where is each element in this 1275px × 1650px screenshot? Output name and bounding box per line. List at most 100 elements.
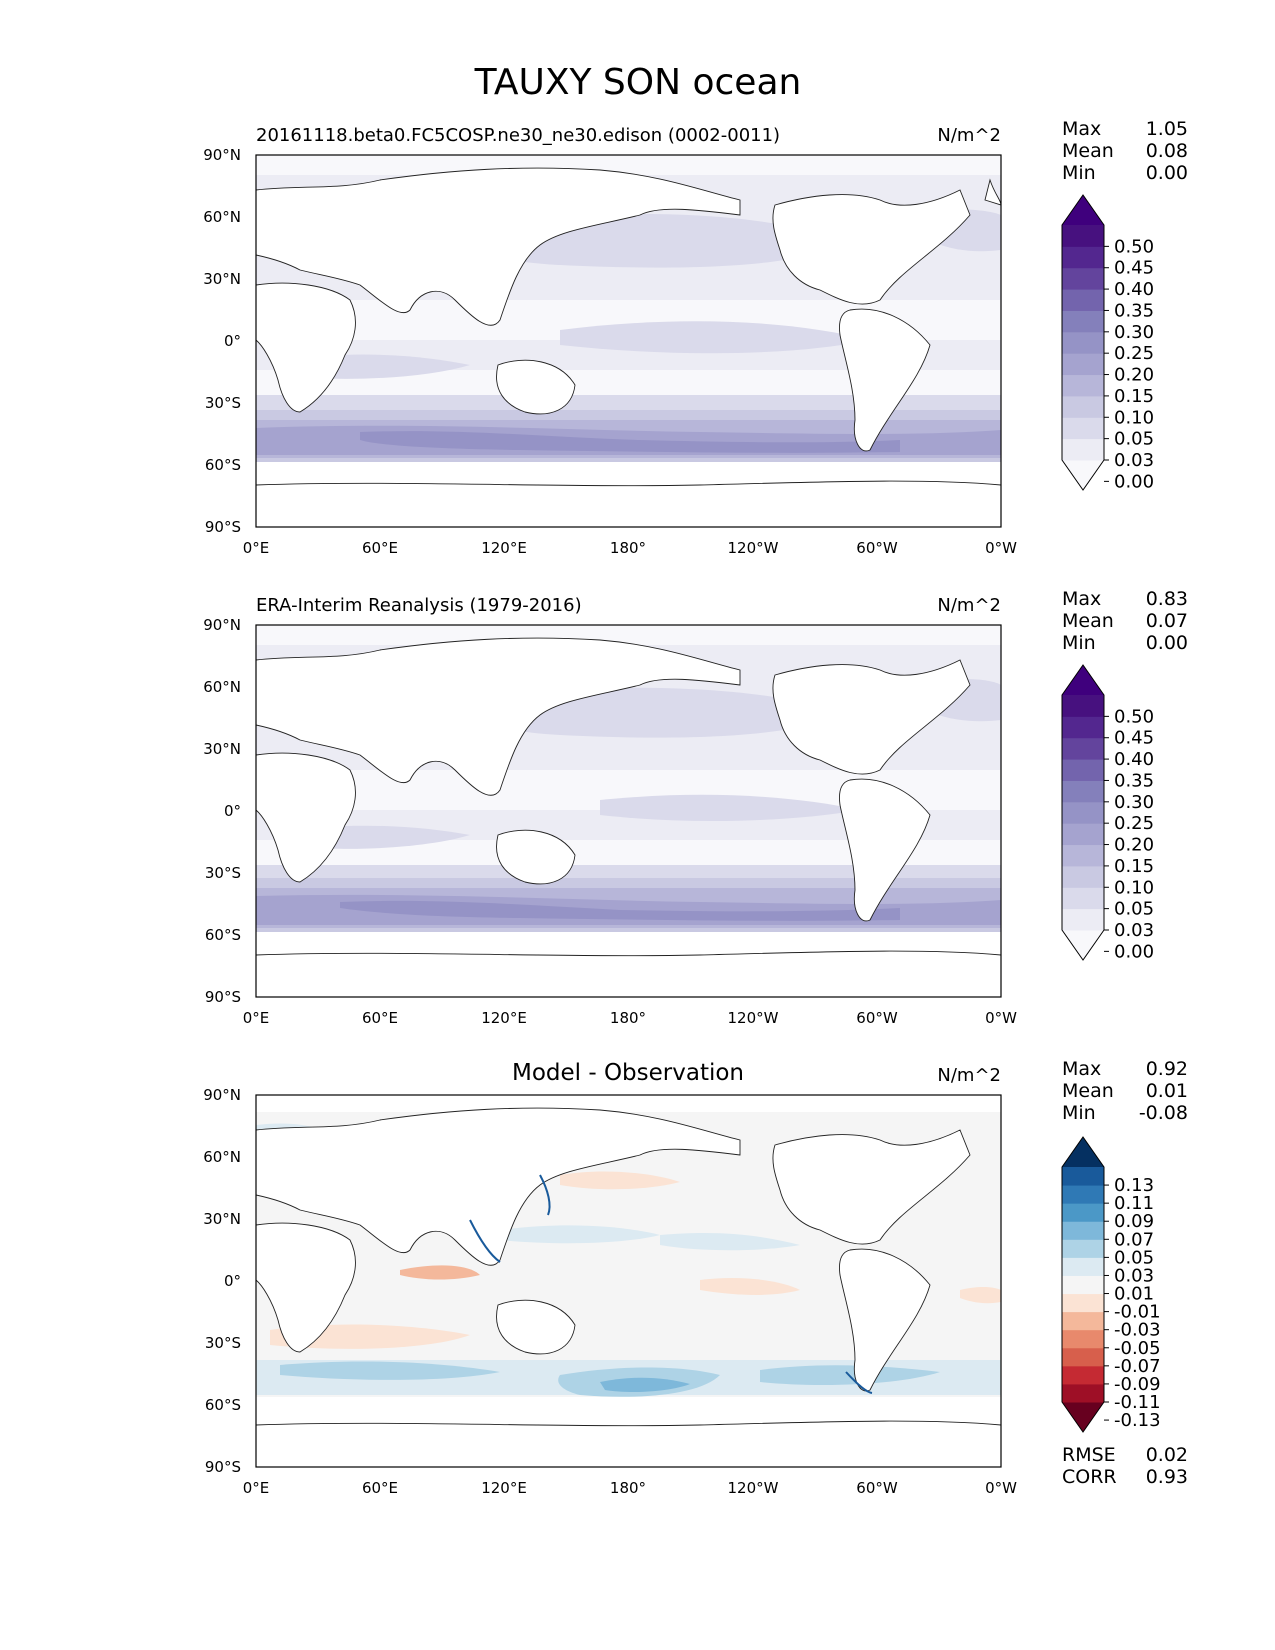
- colorbar-bin: [1062, 1221, 1104, 1240]
- colorbar-tick-label: 0.10: [1114, 407, 1154, 428]
- colorbar-tick-label: -0.11: [1114, 1392, 1161, 1413]
- map-field: [256, 155, 1001, 527]
- panel-observation: ERA-Interim Reanalysis (1979-2016) N/m^2: [203, 588, 1188, 1027]
- colorbar-tick-label: 0.30: [1114, 322, 1154, 343]
- colorbar-tick-label: -0.09: [1114, 1374, 1161, 1395]
- panel-title: 20161118.beta0.FC5COSP.ne30_ne30.edison …: [256, 125, 780, 146]
- colorbar: 0.130.110.090.070.050.030.01-0.01-0.03-0…: [1061, 1136, 1161, 1433]
- lat-tick-label: 0°: [224, 332, 241, 350]
- map-frame: [255, 1094, 1002, 1468]
- colorbar-bin: [1062, 908, 1104, 931]
- panel-difference: Model - Observation N/m^2: [203, 1058, 1188, 1497]
- lon-tick-label: 60°W: [856, 1479, 898, 1497]
- lon-tick-label: 60°E: [362, 1479, 398, 1497]
- lon-tick-label: 120°E: [481, 1009, 527, 1027]
- colorbar-tick-label: 0.11: [1114, 1193, 1154, 1214]
- stat-min-label: Min: [1062, 1102, 1096, 1124]
- lon-tick-label: 0°E: [243, 1009, 270, 1027]
- colorbar-bin: [1062, 1311, 1104, 1331]
- colorbar-bin: [1062, 353, 1104, 376]
- colorbar-extend-min: [1062, 460, 1104, 490]
- colorbar-bin: [1062, 246, 1104, 269]
- lat-tick-label: 90°N: [203, 1086, 241, 1104]
- lat-tick-label: 90°N: [203, 616, 241, 634]
- colorbar-bin: [1062, 716, 1104, 739]
- lat-ticks: 90°N 60°N 30°N 0° 30°S 60°S 90°S: [203, 146, 241, 536]
- colorbar-bin: [1062, 1239, 1104, 1258]
- coastlines: [256, 637, 1001, 997]
- colorbar-extend-max: [1062, 665, 1104, 695]
- colorbar-bin: [1062, 289, 1104, 311]
- colorbar-bin: [1062, 1365, 1104, 1385]
- stats-block: Max 1.05 Mean 0.08 Min 0.00: [1062, 118, 1188, 184]
- lat-tick-label: 90°S: [205, 988, 241, 1006]
- colorbar-bin: [1062, 1275, 1104, 1295]
- lon-tick-label: 60°E: [362, 539, 398, 557]
- metrics-block: RMSE 0.02 CORR 0.93: [1062, 1444, 1188, 1488]
- colorbar-bin: [1062, 267, 1104, 290]
- colorbar: 0.500.450.400.350.300.250.200.150.100.05…: [1061, 194, 1154, 492]
- colorbar-tick-label: 0.30: [1114, 792, 1154, 813]
- lon-tick-label: 120°W: [728, 1009, 779, 1027]
- colorbar-tick-label: 0.45: [1114, 728, 1154, 749]
- colorbar-bin: [1062, 310, 1104, 333]
- colorbar-tick-label: 0.40: [1114, 279, 1154, 300]
- colorbar-tick-label: 0.05: [1114, 899, 1154, 920]
- colorbar-extend-min: [1062, 930, 1104, 960]
- colorbar-bin: [1062, 374, 1104, 397]
- colorbar-bin: [1062, 1347, 1104, 1367]
- panel-units: N/m^2: [937, 1065, 1001, 1086]
- colorbar-tick-label: -0.05: [1114, 1338, 1161, 1359]
- colorbar-extend-max: [1062, 195, 1104, 225]
- lat-tick-label: 30°N: [203, 740, 241, 758]
- lon-ticks: 0°E 60°E 120°E 180° 120°W 60°W 0°W: [243, 1009, 1017, 1027]
- lon-tick-label: 180°: [610, 539, 646, 557]
- stat-mean-label: Mean: [1062, 1080, 1114, 1102]
- lon-tick-label: 120°W: [728, 539, 779, 557]
- lon-tick-label: 0°W: [985, 539, 1017, 557]
- colorbar-tick-label: 0.05: [1114, 1247, 1154, 1268]
- lat-tick-label: 30°S: [205, 864, 241, 882]
- lat-tick-label: 0°: [224, 802, 241, 820]
- stat-max-label: Max: [1062, 588, 1101, 610]
- colorbar-tick-label: 0.50: [1114, 236, 1154, 257]
- colorbar-tick-label: 0.00: [1114, 941, 1154, 962]
- lon-tick-label: 180°: [610, 1009, 646, 1027]
- colorbar-bin: [1062, 1329, 1104, 1349]
- lon-ticks: 0°E 60°E 120°E 180° 120°W 60°W 0°W: [243, 539, 1017, 557]
- lat-tick-label: 30°N: [203, 1210, 241, 1228]
- colorbar-bin: [1062, 780, 1104, 803]
- colorbar-bin: [1062, 438, 1104, 461]
- colorbar-tick-label: -0.03: [1114, 1320, 1161, 1341]
- lat-ticks: 90°N 60°N 30°N 0° 30°S 60°S 90°S: [203, 616, 241, 1006]
- colorbar-tick-label: 0.15: [1114, 386, 1154, 407]
- colorbar-bin: [1062, 844, 1104, 867]
- colorbar-tick-label: 0.13: [1114, 1175, 1154, 1196]
- colorbar-tick-label: 0.09: [1114, 1211, 1154, 1232]
- rmse-label: RMSE: [1062, 1444, 1116, 1466]
- map-frame: [255, 624, 1002, 998]
- lon-tick-label: 60°W: [856, 1009, 898, 1027]
- stat-mean-label: Mean: [1062, 140, 1114, 162]
- figure-title: TAUXY SON ocean: [474, 62, 802, 103]
- panel-units: N/m^2: [937, 595, 1001, 616]
- lat-tick-label: 60°S: [205, 456, 241, 474]
- colorbar-tick-label: -0.01: [1114, 1302, 1161, 1323]
- colorbar-bin: [1062, 395, 1104, 418]
- stat-min-value: 0.00: [1146, 632, 1188, 654]
- stats-block: Max 0.83 Mean 0.07 Min 0.00: [1062, 588, 1188, 654]
- stat-max-label: Max: [1062, 1058, 1101, 1080]
- colorbar-tick-label: 0.00: [1114, 471, 1154, 492]
- lat-tick-label: 60°N: [203, 1148, 241, 1166]
- stat-mean-value: 0.07: [1146, 610, 1188, 632]
- colorbar-bin: [1062, 1293, 1104, 1313]
- lat-tick-label: 30°S: [205, 1334, 241, 1352]
- colorbar-bin: [1062, 759, 1104, 781]
- colorbar-tick-label: 0.05: [1114, 429, 1154, 450]
- corr-label: CORR: [1062, 1466, 1117, 1488]
- lon-ticks: 0°E 60°E 120°E 180° 120°W 60°W 0°W: [243, 1479, 1017, 1497]
- stat-max-label: Max: [1062, 118, 1101, 140]
- colorbar-extend-max: [1062, 1137, 1104, 1167]
- stat-min-label: Min: [1062, 162, 1096, 184]
- stat-mean-value: 0.01: [1146, 1080, 1188, 1102]
